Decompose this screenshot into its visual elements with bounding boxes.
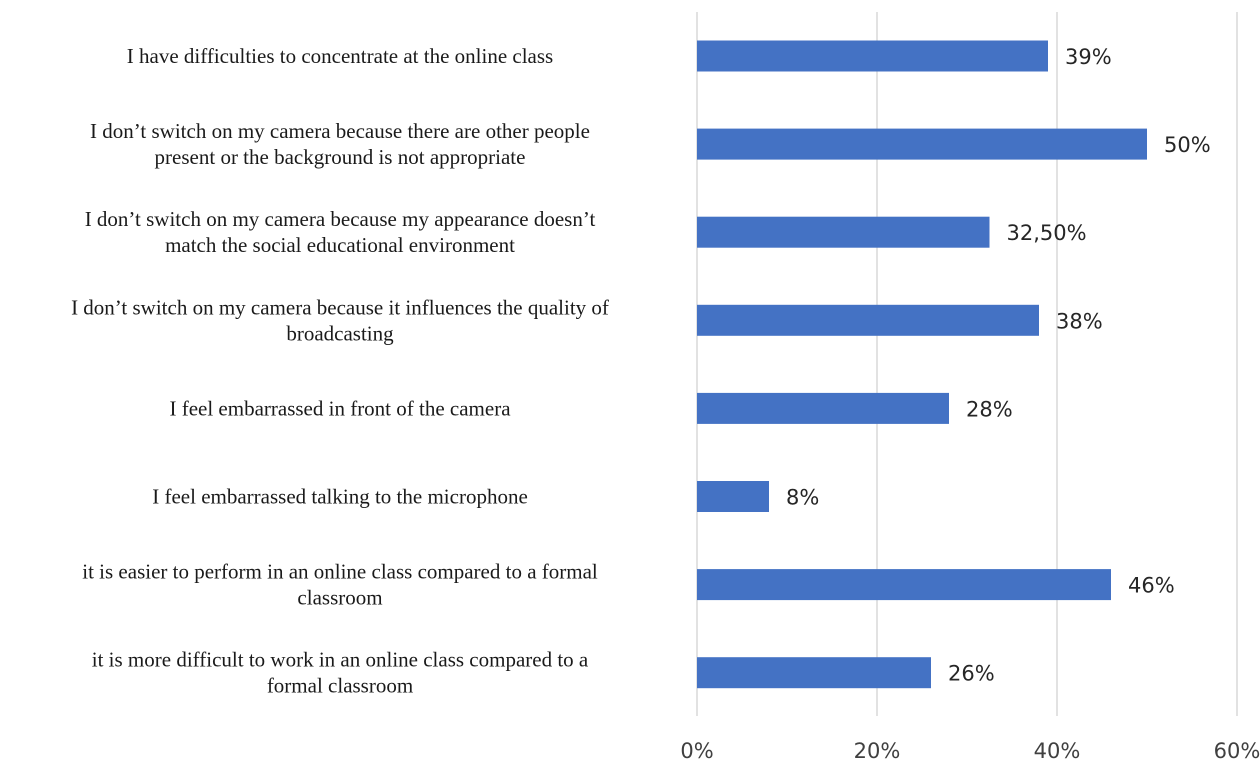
bar (697, 304, 1039, 336)
bar (697, 569, 1111, 601)
gridlines (696, 12, 1238, 716)
category-label: I don’t switch on my camera because my a… (85, 207, 596, 257)
bar (697, 216, 990, 248)
data-label: 8% (786, 486, 819, 510)
data-labels: 39% 50% 32,50% 38% 28% 8% 46% 26% (786, 45, 1211, 686)
data-label: 32,50% (1007, 221, 1087, 245)
bar (697, 657, 931, 689)
bar (697, 481, 769, 512)
bar (697, 392, 949, 424)
data-label: 39% (1065, 45, 1112, 69)
x-axis-ticks: 0% 20% 40% 60% (680, 739, 1260, 763)
category-label: I have difficulties to concentrate at th… (127, 44, 553, 68)
data-label: 38% (1056, 309, 1103, 333)
x-tick-label: 20% (854, 739, 901, 763)
bar (697, 40, 1048, 72)
bar (697, 128, 1147, 160)
category-labels: I have difficulties to concentrate at th… (71, 44, 609, 698)
data-label: 26% (948, 662, 995, 686)
category-label: I feel embarrassed in front of the camer… (169, 396, 511, 420)
data-label: 50% (1164, 133, 1211, 157)
data-label: 28% (966, 397, 1013, 421)
data-label: 46% (1128, 574, 1175, 598)
category-label: I don’t switch on my camera because ther… (90, 119, 590, 169)
bars (697, 40, 1147, 689)
category-label: it is more difficult to work in an onlin… (92, 648, 589, 698)
x-tick-label: 60% (1214, 739, 1260, 763)
category-label: it is easier to perform in an online cla… (82, 560, 598, 610)
category-label: I don’t switch on my camera because it i… (71, 295, 609, 345)
x-tick-label: 0% (680, 739, 713, 763)
category-label: I feel embarrassed talking to the microp… (152, 485, 528, 509)
x-tick-label: 40% (1034, 739, 1081, 763)
